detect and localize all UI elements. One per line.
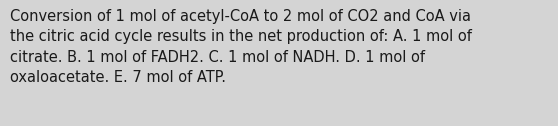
Text: Conversion of 1 mol of acetyl-CoA to 2 mol of CO2 and CoA via
the citric acid cy: Conversion of 1 mol of acetyl-CoA to 2 m… [10,9,472,85]
